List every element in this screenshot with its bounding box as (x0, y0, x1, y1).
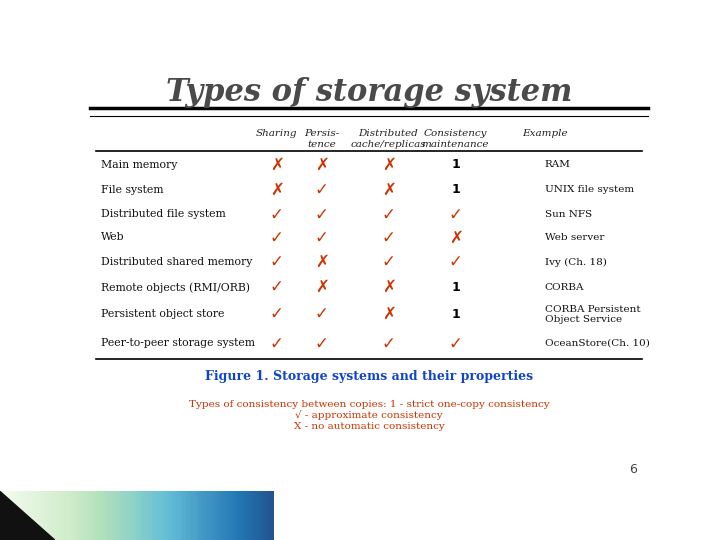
Text: ✓: ✓ (382, 334, 395, 353)
Text: ✓: ✓ (382, 253, 395, 271)
Text: ✓: ✓ (315, 228, 328, 246)
Text: ✗: ✗ (449, 228, 462, 246)
Text: ✗: ✗ (315, 156, 328, 173)
Text: ✓: ✓ (449, 206, 462, 224)
Text: ✓: ✓ (270, 334, 284, 353)
Text: OceanStore(Ch. 10): OceanStore(Ch. 10) (545, 339, 649, 348)
Text: ✓: ✓ (315, 206, 328, 224)
Text: ✓: ✓ (382, 228, 395, 246)
Text: CORBA Persistent
Object Service: CORBA Persistent Object Service (545, 305, 640, 324)
Text: ✓: ✓ (270, 228, 284, 246)
Text: ✓: ✓ (449, 253, 462, 271)
Text: ✗: ✗ (382, 156, 395, 173)
Text: 1: 1 (451, 183, 460, 196)
Text: ✓: ✓ (315, 305, 328, 323)
Text: Sun NFS: Sun NFS (545, 210, 592, 219)
Text: ✓: ✓ (270, 278, 284, 296)
Text: File system: File system (101, 185, 163, 194)
Polygon shape (0, 491, 55, 540)
Text: Example: Example (522, 129, 567, 138)
Text: Sharing: Sharing (256, 129, 297, 138)
Text: Web: Web (101, 232, 125, 242)
Text: ✗: ✗ (315, 278, 328, 296)
Text: ✗: ✗ (382, 278, 395, 296)
Text: CORBA: CORBA (545, 283, 584, 292)
Text: Remote objects (RMI/ORB): Remote objects (RMI/ORB) (101, 282, 250, 293)
Text: UNIX file system: UNIX file system (545, 185, 634, 194)
Text: 1: 1 (451, 308, 460, 321)
Text: Distributed shared memory: Distributed shared memory (101, 257, 253, 267)
Text: ✓: ✓ (315, 334, 328, 353)
Text: Web server: Web server (545, 233, 604, 242)
Text: Peer-to-peer storage system: Peer-to-peer storage system (101, 339, 255, 348)
Text: Persistent object store: Persistent object store (101, 309, 225, 319)
Text: RAM: RAM (545, 160, 571, 169)
Text: ✓: ✓ (270, 206, 284, 224)
Text: 1: 1 (451, 158, 460, 171)
Text: Consistency
maintenance: Consistency maintenance (422, 129, 490, 149)
Text: ✓: ✓ (270, 253, 284, 271)
Text: Main memory: Main memory (101, 160, 178, 170)
Text: 1: 1 (451, 281, 460, 294)
Text: ✓: ✓ (315, 180, 328, 199)
Text: ✗: ✗ (382, 180, 395, 199)
Text: ✓: ✓ (382, 206, 395, 224)
Text: ✓: ✓ (449, 334, 462, 353)
Text: Figure 1. Storage systems and their properties: Figure 1. Storage systems and their prop… (205, 370, 533, 383)
Text: Types of storage system: Types of storage system (166, 77, 572, 109)
Text: Persis-
tence: Persis- tence (304, 129, 339, 149)
Text: Distributed
cache/replicas: Distributed cache/replicas (351, 129, 426, 149)
Text: ✗: ✗ (382, 305, 395, 323)
Text: Ivy (Ch. 18): Ivy (Ch. 18) (545, 258, 607, 267)
Text: Distributed file system: Distributed file system (101, 210, 226, 219)
Text: 6: 6 (629, 463, 637, 476)
Text: ✗: ✗ (315, 253, 328, 271)
Text: Types of consistency between copies: 1 - strict one-copy consistency
√ - approxi: Types of consistency between copies: 1 -… (189, 400, 549, 430)
Text: ✗: ✗ (270, 180, 284, 199)
Text: ✗: ✗ (270, 156, 284, 173)
Text: ✓: ✓ (270, 305, 284, 323)
